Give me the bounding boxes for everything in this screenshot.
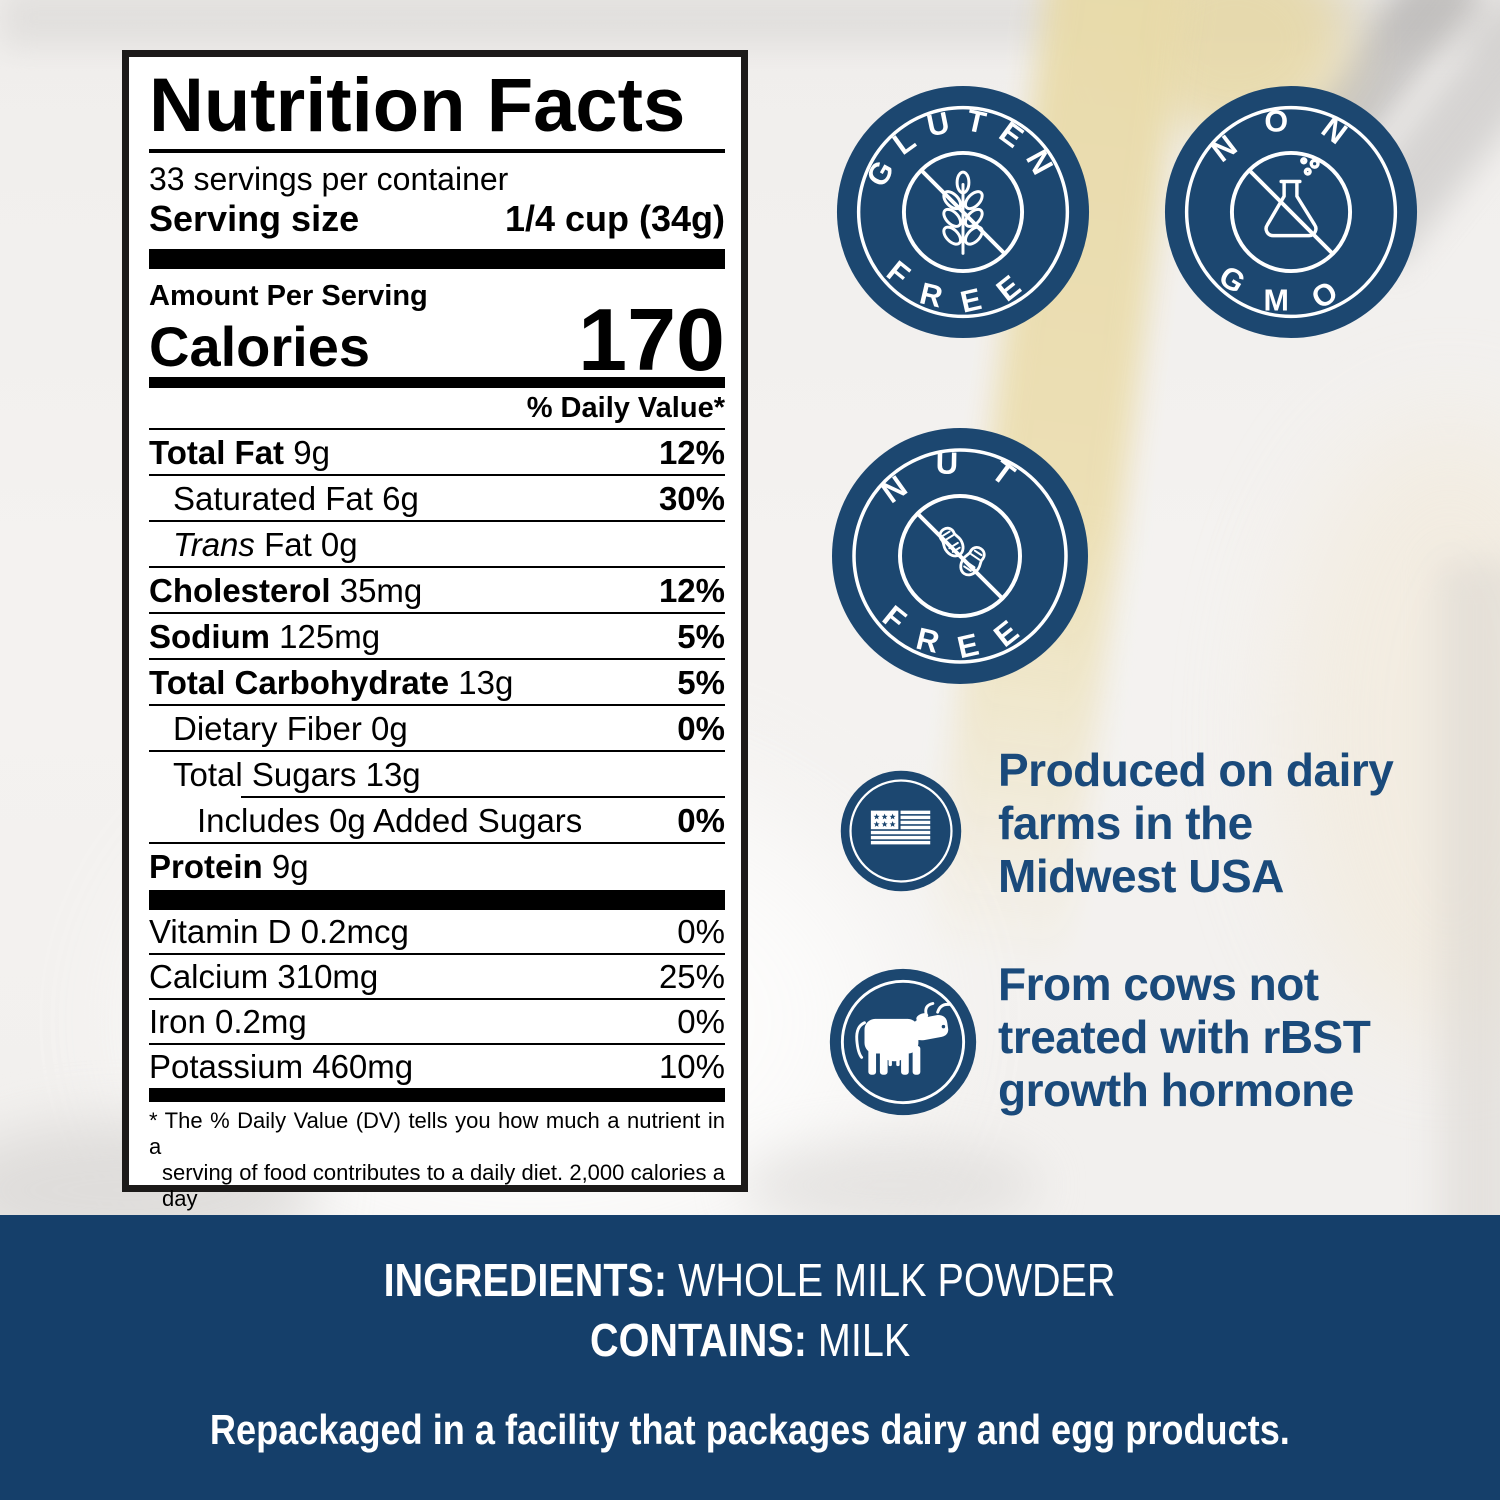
us-flag-icon bbox=[840, 770, 962, 892]
nutrition-row-total-sugars: Total Sugars 13g bbox=[173, 755, 421, 793]
background-top-strip bbox=[0, 0, 1500, 48]
claim-rbst-free: From cows not treated with rBST growth h… bbox=[998, 958, 1371, 1116]
nutrition-row-trans-fat: Trans Fat 0g bbox=[149, 522, 725, 569]
serving-size-row: Serving size 1/4 cup (34g) bbox=[149, 199, 725, 239]
calories-value: 170 bbox=[578, 290, 725, 390]
divider-medium bbox=[149, 377, 725, 389]
calories-label: Calories bbox=[149, 315, 370, 379]
divider-medium bbox=[149, 1090, 725, 1103]
ingredients-band: INGREDIENTS: WHOLE MILK POWDER CONTAINS:… bbox=[0, 1215, 1500, 1500]
wheat-crossed-icon: GLUTEN FREE bbox=[836, 85, 1090, 339]
nutrition-row-calcium: Calcium 310mg 25% bbox=[149, 955, 725, 1001]
nutrition-row-total-fat: Total Fat 9g 12% bbox=[149, 430, 725, 477]
nutrition-row-potassium: Potassium 460mg 10% bbox=[149, 1045, 725, 1091]
nutrition-facts-label: Nutrition Facts 33 servings per containe… bbox=[122, 50, 748, 1237]
cow-badge bbox=[826, 965, 980, 1124]
ingredients-line: INGREDIENTS: WHOLE MILK POWDER bbox=[0, 1255, 1500, 1305]
nutrition-row-total-carbohydrate: Total Carbohydrate 13g 5% bbox=[149, 660, 725, 707]
divider-thick bbox=[149, 249, 725, 270]
daily-value-header: % Daily Value* bbox=[149, 388, 725, 431]
divider-thick bbox=[149, 890, 725, 911]
nutrition-row-added-sugars: Includes 0g Added Sugars 0% bbox=[149, 798, 725, 845]
flask-crossed-icon: NON GMO bbox=[1164, 85, 1418, 339]
contains-value: MILK bbox=[806, 1314, 911, 1366]
ingredients-label: INGREDIENTS: bbox=[384, 1254, 668, 1306]
serving-size-label: Serving size bbox=[149, 198, 360, 240]
calories-row: Calories 170 bbox=[149, 296, 725, 384]
nutrition-row-sodium: Sodium 125mg 5% bbox=[149, 614, 725, 661]
nutrition-facts-title: Nutrition Facts bbox=[149, 63, 686, 148]
indented-separator bbox=[241, 796, 725, 799]
background-gray-edge bbox=[1440, 560, 1500, 1320]
claim-dairy-farms: Produced on dairy farms in the Midwest U… bbox=[998, 744, 1394, 902]
amount-per-serving: Amount Per Serving bbox=[149, 280, 428, 313]
nut-free-badge: NUT FREE bbox=[830, 426, 1090, 691]
cow-icon bbox=[829, 968, 977, 1116]
background-warm-glow bbox=[1280, 420, 1500, 1040]
peanuts-crossed-icon: NUT FREE bbox=[832, 428, 1088, 684]
ingredients-value: WHOLE MILK POWDER bbox=[667, 1254, 1116, 1306]
nutrition-row-dietary-fiber: Dietary Fiber 0g 0% bbox=[149, 706, 725, 753]
nutrition-row-protein: Protein 9g bbox=[149, 847, 309, 885]
title-rule bbox=[149, 149, 725, 154]
us-flag-badge bbox=[839, 769, 963, 898]
repackaged-note: Repackaged in a facility that packages d… bbox=[210, 1406, 1290, 1453]
non-gmo-badge: NON GMO bbox=[1163, 84, 1419, 345]
servings-per-container: 33 servings per container bbox=[149, 161, 509, 198]
serving-size-value: 1/4 cup (34g) bbox=[504, 198, 725, 240]
nutrition-row-saturated-fat: Saturated Fat 6g 30% bbox=[149, 476, 725, 523]
nutrition-row-cholesterol: Cholesterol 35mg 12% bbox=[149, 568, 725, 615]
contains-line: CONTAINS: MILK bbox=[0, 1315, 1500, 1365]
gluten-free-badge: GLUTEN FREE bbox=[835, 84, 1091, 345]
nutrition-row-vitamin-d: Vitamin D 0.2mcg 0% bbox=[149, 910, 725, 956]
contains-label: CONTAINS: bbox=[589, 1314, 807, 1366]
nutrition-row-iron: Iron 0.2mg 0% bbox=[149, 1000, 725, 1046]
